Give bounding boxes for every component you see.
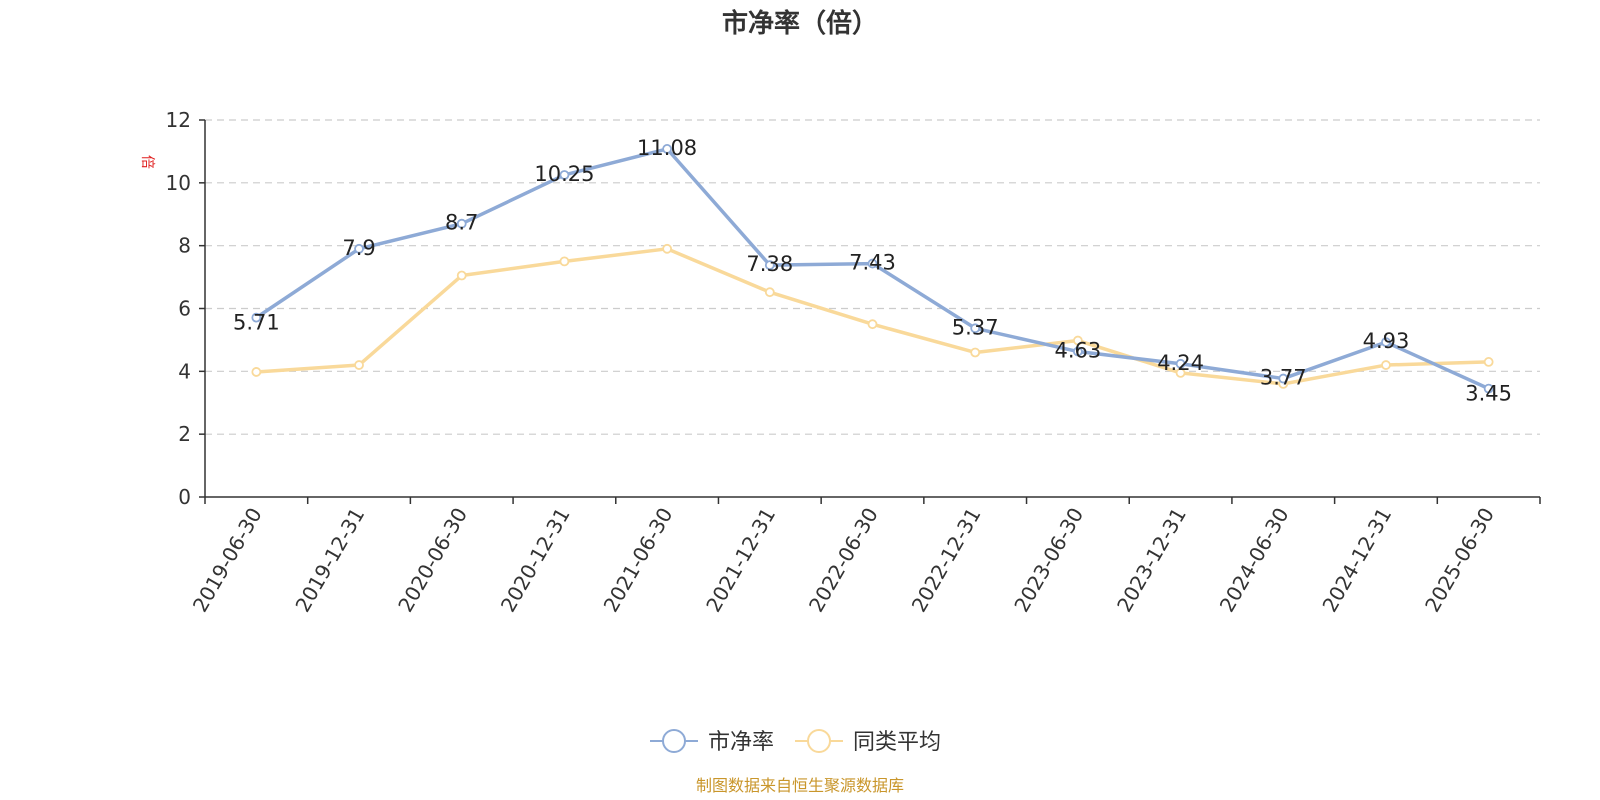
x-tick-label: 2024-06-30	[1215, 504, 1294, 617]
data-point	[251, 367, 262, 377]
source-note: 制图数据来自恒生聚源数据库	[696, 776, 904, 795]
data-point	[662, 144, 673, 154]
legend-label-0: 市净率	[708, 730, 774, 755]
data-point	[354, 243, 364, 254]
data-point	[1175, 358, 1186, 369]
x-tick-label: 2020-12-31	[496, 504, 575, 617]
data-label: 7.9	[342, 236, 375, 260]
data-point	[1072, 346, 1083, 357]
data-point	[456, 218, 467, 229]
data-point	[662, 243, 673, 254]
data-point	[1381, 337, 1391, 348]
y-axis-unit: 倍	[139, 155, 155, 169]
x-tick-label: 2019-06-30	[188, 504, 267, 617]
data-label: 5.71	[233, 311, 280, 335]
series-layer	[251, 144, 1494, 394]
data-label: 5.37	[952, 315, 999, 339]
data-point	[1175, 368, 1186, 378]
data-point	[867, 258, 878, 269]
grid-lines	[205, 119, 1540, 435]
data-point	[456, 270, 467, 281]
data-point	[1381, 360, 1391, 370]
legend-marker-1	[807, 729, 831, 753]
data-point	[970, 347, 981, 358]
data-point	[1483, 357, 1494, 367]
y-tick-label: 6	[178, 297, 191, 321]
x-tick-label: 2019-12-31	[290, 504, 369, 617]
data-point	[764, 260, 775, 271]
data-label: 4.63	[1055, 339, 1102, 363]
x-tick-label: 2022-06-30	[804, 504, 883, 617]
data-label: 4.24	[1157, 351, 1204, 375]
legend-label-1: 同类平均	[853, 730, 941, 755]
data-label: 3.77	[1260, 366, 1307, 390]
y-tick-label: 2	[178, 422, 191, 446]
x-tick-label: 2025-06-30	[1420, 504, 1499, 617]
data-label: 11.08	[637, 136, 697, 160]
data-labels: 5.71 7.9 8.7 10.25 11.08 7.38 7.43 5.37 4.63 4.24…	[233, 136, 1512, 406]
legend-marker-0	[662, 729, 686, 753]
data-label: 4.93	[1363, 329, 1410, 353]
data-label: 7.43	[849, 251, 896, 275]
data-point	[251, 312, 262, 323]
data-point	[764, 287, 775, 298]
x-tick-label: 2024-12-31	[1317, 504, 1396, 617]
data-label: 3.45	[1465, 382, 1512, 406]
data-point	[1483, 383, 1494, 394]
data-label: 7.38	[746, 252, 793, 276]
data-point	[559, 256, 570, 267]
x-tick-label: 2021-12-31	[701, 504, 780, 617]
x-tick-label: 2021-06-30	[599, 504, 678, 617]
y-tick-label: 10	[166, 171, 191, 195]
x-tick-label: 2022-12-31	[907, 504, 986, 617]
x-tick-label: 2023-12-31	[1112, 504, 1191, 617]
y-tick-label: 0	[178, 485, 191, 509]
legend: 市净率 同类平均	[650, 729, 941, 755]
data-label: 10.25	[534, 162, 594, 186]
x-tick-label: 2020-06-30	[393, 504, 472, 617]
data-label: 8.7	[445, 211, 478, 235]
y-tick-label: 4	[178, 359, 191, 383]
y-tick-label: 12	[166, 108, 191, 132]
data-point	[970, 323, 981, 334]
data-point	[867, 319, 878, 330]
data-point	[1278, 373, 1289, 384]
data-point	[559, 170, 570, 180]
x-tick-label: 2023-06-30	[1009, 504, 1088, 617]
chart-title: 市净率（倍）	[722, 8, 878, 39]
y-tick-label: 8	[178, 234, 191, 258]
data-point	[354, 360, 364, 370]
data-point	[1072, 335, 1083, 346]
